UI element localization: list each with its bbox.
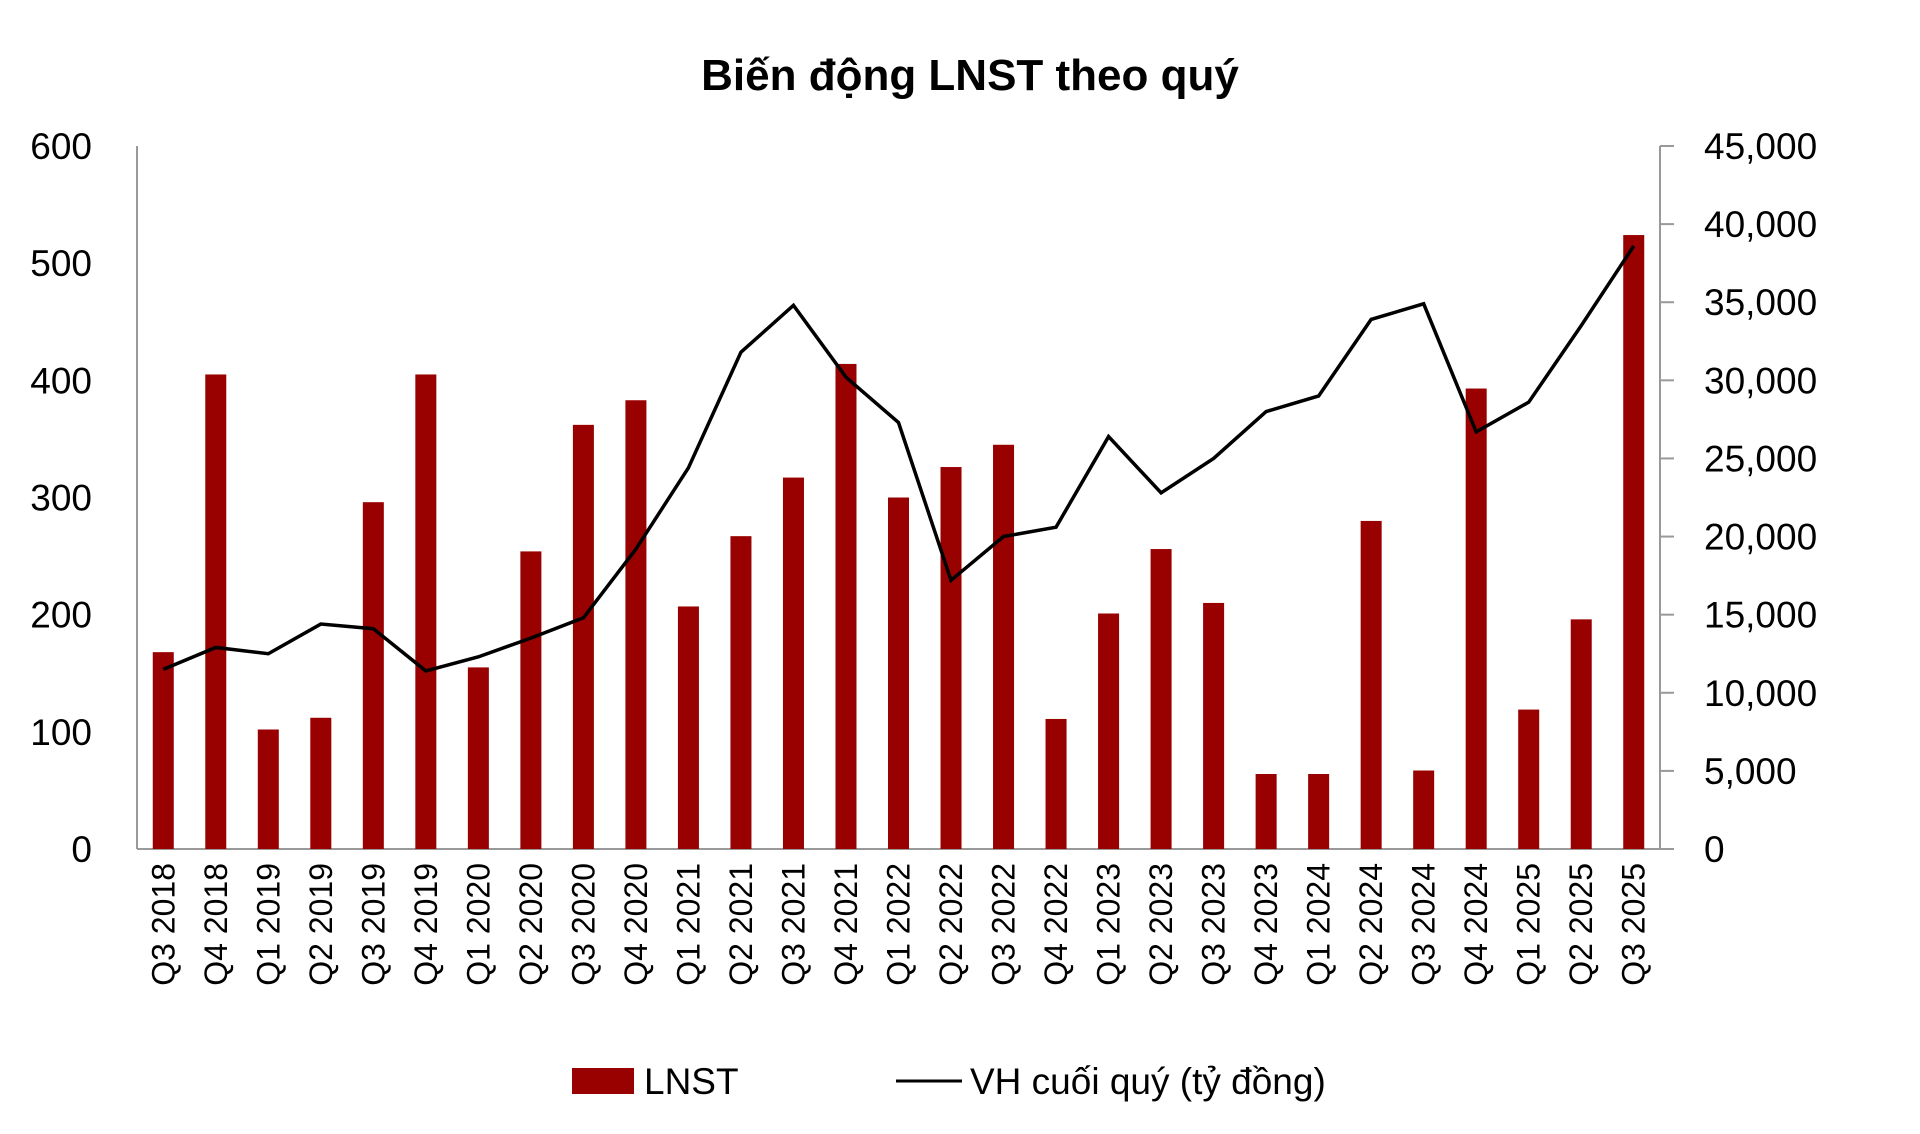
left-tick-label: 300: [30, 478, 92, 519]
x-tick-label: Q4 2022: [1038, 863, 1074, 986]
bar-lnst: [1571, 619, 1592, 849]
x-tick-label: Q4 2024: [1458, 863, 1494, 986]
right-tick-label: 40,000: [1704, 204, 1817, 245]
bar-lnst: [941, 467, 962, 849]
bar-lnst: [835, 364, 856, 849]
x-tick-label: Q4 2018: [198, 863, 234, 986]
x-tick-label: Q1 2023: [1091, 863, 1127, 986]
x-tick-label: Q4 2019: [408, 863, 444, 986]
x-tick-label: Q4 2021: [828, 863, 864, 986]
right-tick-label: 35,000: [1704, 282, 1817, 323]
left-tick-label: 0: [71, 829, 92, 870]
bar-lnst: [1623, 235, 1644, 849]
legend-label-lnst: LNST: [644, 1061, 739, 1102]
x-tick-label: Q3 2023: [1196, 863, 1232, 986]
left-tick-label: 600: [30, 126, 92, 167]
legend-label-vh: VH cuối quý (tỷ đồng): [970, 1061, 1326, 1102]
x-tick-label: Q4 2023: [1248, 863, 1284, 986]
x-tick-label: Q3 2024: [1406, 863, 1442, 986]
x-tick-label: Q1 2024: [1301, 863, 1337, 986]
x-tick-label: Q2 2023: [1143, 863, 1179, 986]
legend-swatch-lnst: [572, 1068, 634, 1094]
bar-lnst: [468, 667, 489, 849]
x-tick-label: Q3 2022: [986, 863, 1022, 986]
x-tick-label: Q2 2021: [723, 863, 759, 986]
bar-lnst: [310, 718, 331, 849]
right-tick-label: 15,000: [1704, 595, 1817, 636]
x-tick-label: Q2 2022: [933, 863, 969, 986]
x-tick-label: Q2 2019: [303, 863, 339, 986]
right-tick-label: 20,000: [1704, 517, 1817, 558]
right-tick-label: 10,000: [1704, 673, 1817, 714]
bar-lnst: [993, 445, 1014, 849]
left-tick-label: 200: [30, 595, 92, 636]
x-tick-label: Q3 2021: [775, 863, 811, 986]
bar-lnst: [205, 374, 226, 849]
bar-lnst: [783, 478, 804, 849]
plot-area: 0 100 200 300 400 500 600 0 5,000 10,000 15,000 20,…: [30, 126, 1817, 986]
x-tick-label: Q3 2018: [145, 863, 181, 986]
bar-lnst: [258, 729, 279, 849]
right-tick-label: 45,000: [1704, 126, 1817, 167]
bar-lnst: [415, 374, 436, 849]
chart-title: Biến động LNST theo quý: [701, 51, 1239, 100]
right-tick-label: 5,000: [1704, 751, 1797, 792]
bar-lnst: [153, 652, 174, 849]
x-tick-label: Q1 2025: [1511, 863, 1547, 986]
left-tick-label: 400: [30, 360, 92, 401]
bar-lnst: [625, 400, 646, 849]
bar-lnst: [1203, 603, 1224, 849]
x-tick-label: Q1 2022: [881, 863, 917, 986]
bar-lnst: [363, 502, 384, 849]
bar-lnst: [1361, 521, 1382, 849]
right-tick-label: 30,000: [1704, 360, 1817, 401]
bar-lnst: [1466, 389, 1487, 849]
bar-lnst: [1308, 774, 1329, 849]
x-tick-label: Q2 2025: [1563, 863, 1599, 986]
x-tick-label: Q3 2019: [355, 863, 391, 986]
x-tick-label: Q1 2021: [670, 863, 706, 986]
bar-lnst: [888, 498, 909, 850]
legend: LNST VH cuối quý (tỷ đồng): [572, 1061, 1326, 1102]
bar-lnst: [1098, 613, 1119, 849]
x-tick-label: Q2 2024: [1353, 863, 1389, 986]
x-tick-label: Q1 2020: [460, 863, 496, 986]
x-tick-label: Q1 2019: [250, 863, 286, 986]
bar-lnst: [573, 425, 594, 849]
bar-lnst: [520, 551, 541, 849]
bar-lnst: [1046, 719, 1067, 849]
right-tick-label: 0: [1704, 829, 1725, 870]
bar-lnst: [678, 606, 699, 849]
x-tick-label: Q2 2020: [513, 863, 549, 986]
x-tick-label: Q4 2020: [618, 863, 654, 986]
bar-lnst: [1413, 770, 1434, 849]
bar-lnst: [1256, 774, 1277, 849]
bar-lnst: [730, 536, 751, 849]
right-tick-label: 25,000: [1704, 438, 1817, 479]
left-tick-label: 500: [30, 243, 92, 284]
left-tick-label: 100: [30, 712, 92, 753]
bar-lnst: [1151, 549, 1172, 849]
x-tick-label: Q3 2020: [565, 863, 601, 986]
x-tick-label: Q3 2025: [1616, 863, 1652, 986]
bar-lnst: [1518, 710, 1539, 849]
